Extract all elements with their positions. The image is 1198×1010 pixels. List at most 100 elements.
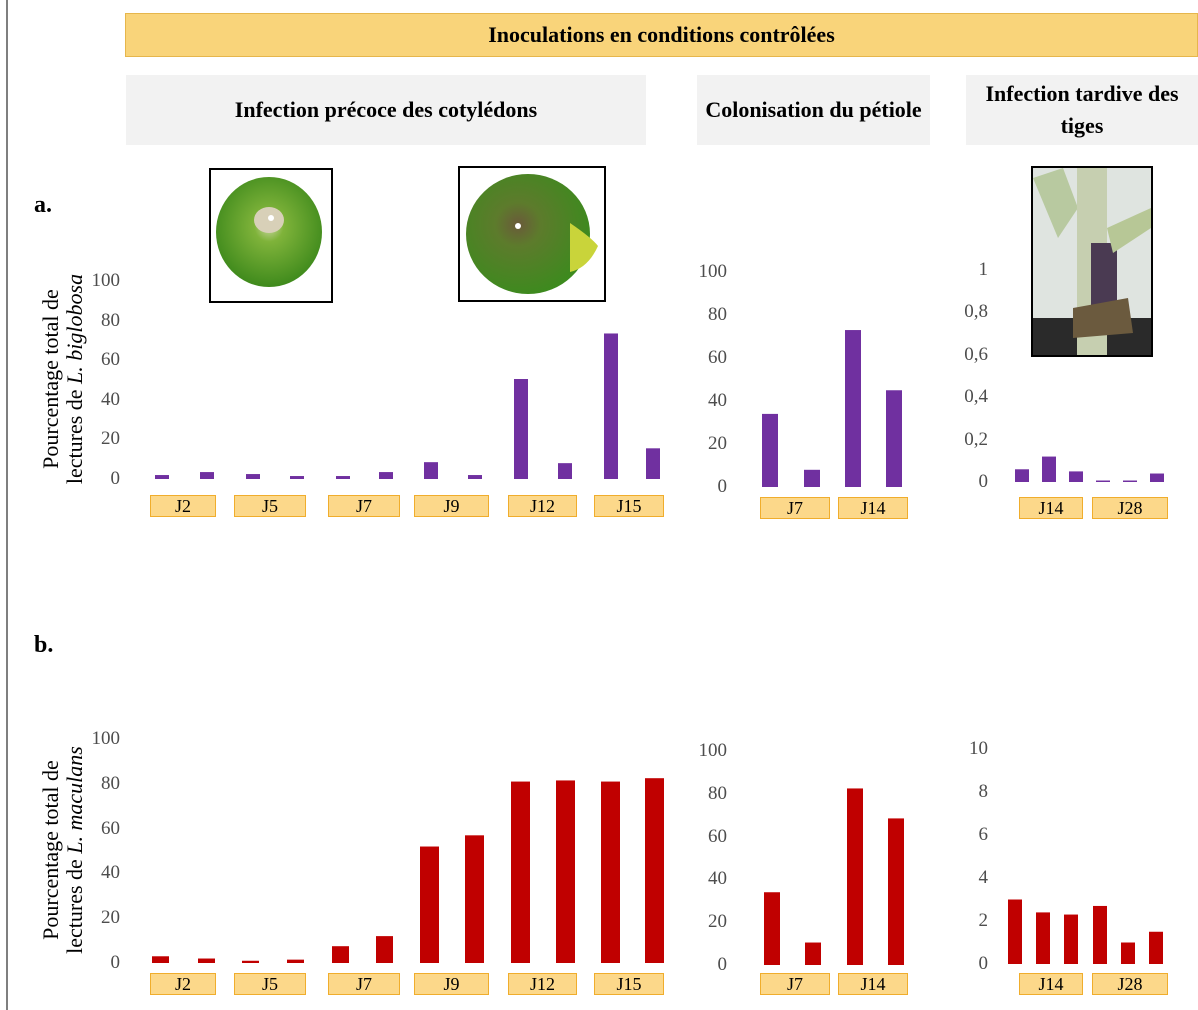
category-label-a_tige-j28: J28 — [1092, 497, 1168, 519]
y-tick-b_pet-4: 80 — [708, 782, 727, 804]
category-label-b_tige-j28: J28 — [1092, 973, 1168, 995]
bar-a_cot-1 — [200, 472, 214, 479]
bar-b_cot-9 — [556, 780, 575, 963]
bar-a_pet-2 — [845, 330, 861, 487]
y-tick-b_cot-4: 80 — [101, 772, 120, 794]
figure-title-banner: Inoculations en conditions contrôlées — [125, 13, 1198, 57]
category-label-a_cot-j15: J15 — [594, 495, 664, 517]
bar-a_cot-8 — [514, 379, 528, 479]
category-label-b_cot-j15: J15 — [594, 973, 664, 995]
bar-b_tige-1 — [1036, 912, 1050, 964]
bar-a_cot-6 — [424, 462, 438, 479]
bar-b_pet-0 — [764, 892, 780, 965]
y-tick-a_tige-4: 0,8 — [964, 301, 988, 323]
y-tick-a_cot-5: 100 — [91, 270, 121, 291]
panel-letter-a: a. — [34, 192, 52, 218]
y-tick-b_cot-5: 100 — [91, 728, 121, 749]
y-tick-a_tige-5: 1 — [978, 259, 989, 280]
bar-b_pet-1 — [805, 942, 821, 965]
y-tick-a_cot-4: 80 — [101, 309, 120, 331]
bar-b_cot-7 — [465, 835, 484, 963]
y-tick-b_pet-3: 60 — [708, 825, 727, 847]
y-tick-b_cot-2: 40 — [101, 862, 120, 884]
bar-a_cot-3 — [290, 476, 304, 479]
y-tick-a_pet-2: 40 — [708, 390, 727, 411]
y-tick-b_cot-1: 20 — [101, 907, 120, 929]
bar-a_cot-4 — [336, 476, 350, 479]
bar-b_pet-3 — [888, 818, 904, 965]
y-tick-a_cot-2: 40 — [101, 388, 120, 410]
bar-a_cot-10 — [604, 333, 618, 479]
category-label-b_pet-j7: J7 — [760, 973, 830, 995]
bar-a_tige-2 — [1069, 471, 1083, 482]
panel-letter-b: b. — [34, 632, 54, 658]
y-tick-a_cot-1: 20 — [101, 428, 120, 450]
category-label-b_cot-j9: J9 — [414, 973, 489, 995]
category-label-a_cot-j12: J12 — [508, 495, 577, 517]
stem-lesion-photo — [1031, 166, 1153, 357]
y-tick-b_cot-0: 0 — [110, 952, 121, 973]
section-header-petiole: Colonisation du pétiole — [697, 75, 930, 145]
bar-a_cot-5 — [379, 472, 393, 479]
y-tick-b_pet-1: 20 — [708, 911, 727, 933]
bar-a_pet-0 — [762, 413, 778, 487]
y-tick-a_pet-0: 0 — [717, 476, 728, 497]
y-tick-a_tige-2: 0,4 — [964, 386, 988, 408]
y-tick-b_pet-5: 100 — [698, 740, 728, 761]
bar-b_cot-0 — [152, 956, 169, 963]
bar-b_cot-6 — [420, 846, 439, 963]
y-tick-a_pet-5: 100 — [698, 261, 728, 282]
bar-b_cot-11 — [645, 778, 664, 963]
bar-a_cot-2 — [246, 474, 260, 479]
section-header-cotyledons: Infection précoce des cotylédons — [126, 75, 646, 145]
category-label-a_cot-j7: J7 — [328, 495, 400, 517]
category-label-b_pet-j14: J14 — [838, 973, 908, 995]
y-tick-b_tige-2: 4 — [978, 867, 989, 888]
bar-b_cot-10 — [601, 781, 620, 963]
y-tick-b_tige-3: 6 — [978, 824, 989, 845]
bar-b_tige-0 — [1008, 899, 1022, 964]
bar-a_cot-7 — [468, 475, 482, 479]
category-label-a_pet-j14: J14 — [838, 497, 908, 519]
category-label-b_cot-j12: J12 — [508, 973, 577, 995]
section-header-stems: Infection tardive des tiges — [966, 75, 1198, 145]
bar-a_tige-5 — [1150, 473, 1164, 482]
category-label-a_cot-j2: J2 — [150, 495, 216, 517]
category-label-a_pet-j7: J7 — [760, 497, 830, 519]
category-label-b_cot-j7: J7 — [328, 973, 400, 995]
bar-b_cot-2 — [242, 960, 259, 963]
y-tick-b_tige-1: 2 — [978, 910, 989, 931]
y-tick-b_tige-5: 10 — [969, 738, 988, 759]
bar-a_tige-3 — [1096, 480, 1110, 482]
bar-a_tige-0 — [1015, 469, 1029, 482]
bar-b_cot-8 — [511, 781, 530, 963]
y-tick-a_cot-3: 60 — [101, 349, 120, 371]
y-tick-b_pet-0: 0 — [717, 954, 728, 975]
y-tick-b_cot-3: 60 — [101, 817, 120, 839]
cotyledon-early-photo — [209, 168, 333, 303]
category-label-b_tige-j14: J14 — [1019, 973, 1083, 995]
bar-a_cot-11 — [646, 448, 660, 479]
bar-b_cot-3 — [287, 959, 304, 963]
y-tick-a_pet-4: 80 — [708, 304, 727, 325]
bar-b_cot-5 — [376, 936, 393, 963]
bar-a_cot-9 — [558, 463, 572, 479]
bar-b_tige-4 — [1121, 942, 1135, 964]
y-tick-b_pet-2: 40 — [708, 868, 727, 890]
y-tick-a_tige-1: 0,2 — [964, 428, 988, 450]
bar-a_pet-3 — [886, 390, 902, 487]
figure-title: Inoculations en conditions contrôlées — [488, 22, 835, 47]
y-tick-a_pet-3: 60 — [708, 347, 727, 368]
bar-a_tige-1 — [1042, 456, 1056, 482]
bar-a_pet-1 — [804, 469, 820, 487]
section-header-petiole-label: Colonisation du pétiole — [705, 97, 922, 122]
y-tick-a_tige-0: 0 — [978, 471, 989, 492]
category-label-a_cot-j9: J9 — [414, 495, 489, 517]
category-label-b_cot-j5: J5 — [234, 973, 306, 995]
y-tick-b_tige-0: 0 — [978, 953, 989, 974]
category-label-b_cot-j2: J2 — [150, 973, 216, 995]
category-label-a_tige-j14: J14 — [1019, 497, 1083, 519]
category-label-a_cot-j5: J5 — [234, 495, 306, 517]
figure-border — [6, 0, 8, 1010]
